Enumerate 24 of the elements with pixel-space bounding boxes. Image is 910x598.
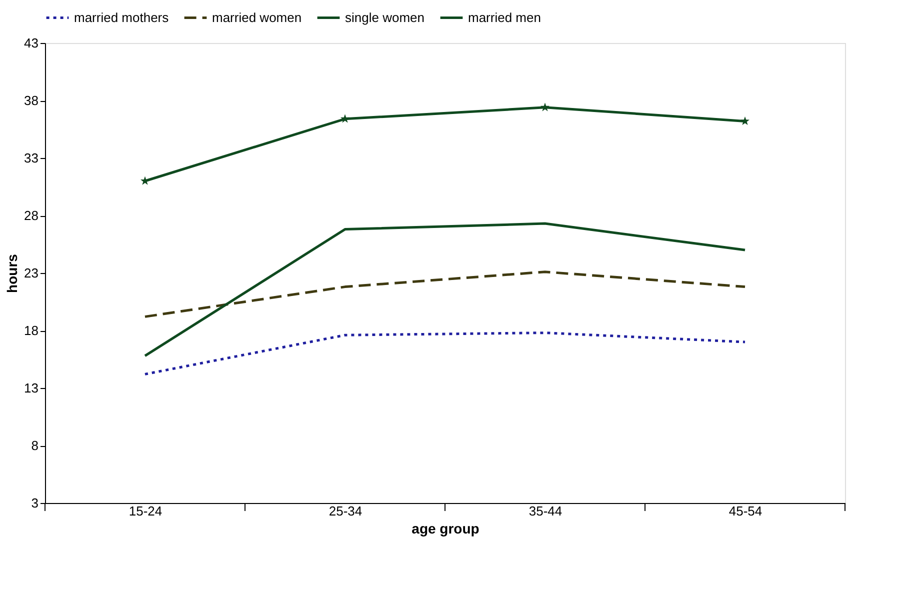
y-tick-label: 18: [24, 323, 38, 338]
legend-label: married mothers: [74, 10, 170, 25]
y-tick-label: 13: [24, 380, 38, 396]
point: [540, 102, 550, 112]
point: [340, 114, 350, 123]
x-axis-title: age group: [412, 520, 480, 536]
y-axis-title: hours: [4, 254, 20, 293]
y-tick-label: 23: [24, 266, 38, 280]
x-tick-label: 25-34: [328, 504, 362, 518]
legend-label: married men: [468, 10, 541, 25]
x-tick-label: 35-44: [528, 504, 562, 518]
y-tick-label: 38: [24, 93, 38, 108]
y-tick-label: 33: [24, 150, 38, 166]
line-series: [144, 332, 746, 376]
legend-label: married women: [212, 10, 302, 25]
x-tick-label: 15-24: [128, 504, 162, 518]
x-tick-label: 45-54: [728, 504, 762, 518]
line-series: [144, 222, 746, 358]
y-tick-label: 28: [24, 208, 38, 223]
y-tick-label: 3: [31, 496, 38, 510]
legend-label: single women: [345, 10, 424, 25]
y-tick-label: 8: [31, 438, 38, 453]
point: [740, 116, 750, 126]
y-tick-label: 43: [24, 36, 38, 50]
